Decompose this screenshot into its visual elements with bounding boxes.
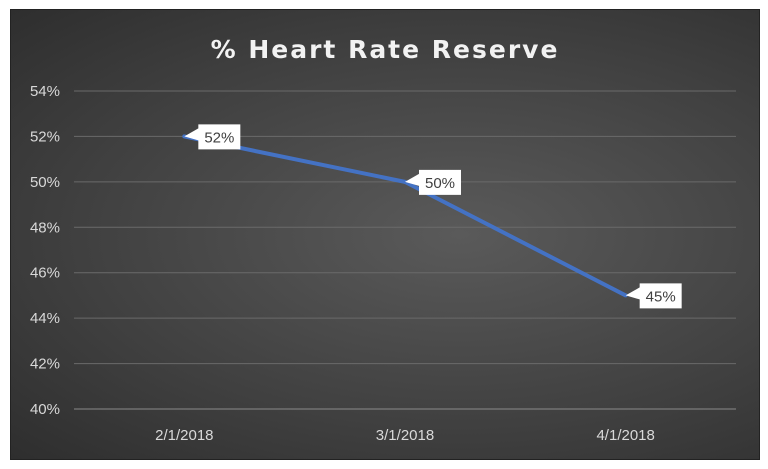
y-tick-label: 52%: [30, 128, 60, 145]
y-tick-label: 42%: [30, 356, 60, 373]
y-tick-label: 40%: [30, 401, 60, 418]
data-label: 45%: [646, 288, 676, 305]
data-label-callout: [625, 283, 682, 309]
series-line: [183, 134, 627, 298]
data-label: 50%: [425, 175, 455, 192]
x-tick-label: 3/1/2018: [376, 427, 434, 444]
y-tick-label: 46%: [30, 265, 60, 282]
y-tick-label: 44%: [30, 310, 60, 327]
chart-area: % Heart Rate Reserve 40% 42% 44% 46% 48% 50% 5…: [10, 9, 760, 460]
y-tick-label: 54%: [30, 83, 60, 100]
chart-title: % Heart Rate Reserve: [211, 35, 560, 64]
line-chart: % Heart Rate Reserve 40% 42% 44% 46% 48% 50% 5…: [30, 35, 736, 444]
data-label-callout: [184, 124, 241, 150]
x-tick-label: 4/1/2018: [596, 427, 654, 444]
y-tick-label: 48%: [30, 219, 60, 236]
data-label: 52%: [204, 129, 234, 146]
y-tick-label: 50%: [30, 174, 60, 191]
x-tick-label: 2/1/2018: [155, 427, 213, 444]
data-label-callout: [405, 169, 461, 195]
